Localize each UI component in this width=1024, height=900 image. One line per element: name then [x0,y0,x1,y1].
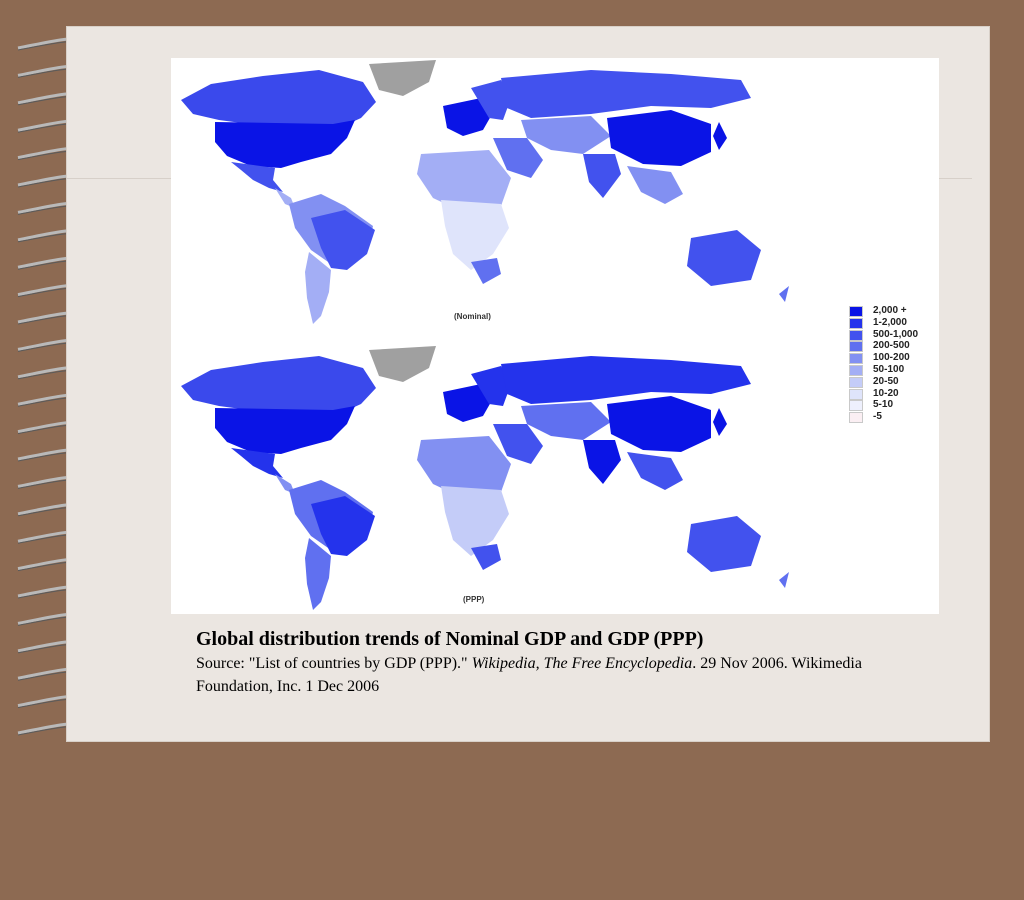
map-panel: (Nominal) (PPP) 2,000 +1-2,000 500-1,000 2… [171,58,939,614]
new-zealand [779,286,789,302]
south-america-south [305,538,331,610]
russia [501,70,751,118]
africa-central [441,200,509,270]
central-asia [521,116,611,154]
legend-swatch [849,353,863,365]
greenland [369,60,436,96]
new-zealand [779,572,789,588]
middle-east [493,424,543,464]
central-america [275,188,295,208]
legend-swatch [849,388,863,400]
south-africa [471,544,501,570]
europe-west [443,98,491,136]
canada [181,356,376,414]
usa [215,120,355,168]
south-africa [471,258,501,284]
se-asia [627,166,683,204]
legend-label: 10-20 [873,387,899,399]
source-suffix: . 29 Nov 2006. Wikimedia Foundation, Inc… [196,655,862,695]
russia [501,356,751,404]
legend-swatch [849,412,863,424]
legend-swatch [849,341,863,353]
africa-north [417,436,511,500]
south-america-south [305,252,331,324]
japan [713,408,727,436]
legend-label: 2,000 + [873,305,907,316]
europe-east [471,366,511,406]
legend-swatch [849,400,863,412]
legend-label: 5-10 [873,399,894,411]
legend-label: 500-1,000 [873,328,919,340]
central-asia [521,402,611,440]
brazil [311,496,375,556]
brazil [311,210,375,270]
legend-label: 100-200 [873,352,910,364]
se-asia [627,452,683,490]
legend-swatch [849,365,863,376]
world-map-nominal [181,60,789,324]
legend-swatch [849,329,863,341]
legend-label: 50-100 [873,364,905,375]
world-map-ppp [181,346,789,610]
africa-central [441,486,509,556]
europe-east [471,80,511,120]
greenland [369,346,436,382]
legend-label: 1-2,000 [873,316,907,328]
india [583,154,621,198]
central-america [275,474,295,494]
mexico [231,448,283,478]
legend-label: 200-500 [873,340,910,352]
china [607,110,711,166]
china [607,396,711,452]
middle-east [493,138,543,178]
caption: Global distribution trends of Nominal GD… [196,626,916,698]
source-italic: Wikipedia, The Free Encyclopedia [471,655,693,672]
india [583,440,621,484]
caption-source: Source: "List of countries by GDP (PPP).… [196,652,916,698]
europe-west [443,384,491,422]
africa-north [417,150,511,214]
legend-label: 20-50 [873,375,899,387]
australia [687,230,761,286]
source-prefix: Source: "List of countries by GDP (PPP).… [196,655,472,672]
japan [713,122,727,150]
legend-swatch [849,317,863,329]
canada [181,70,376,128]
legend-swatch [849,376,863,388]
usa [215,406,355,454]
australia [687,516,761,572]
slide-page: (Nominal) (PPP) 2,000 +1-2,000 500-1,000 2… [66,26,990,742]
map-label-ppp: (PPP) [463,595,485,604]
map-label-nominal: (Nominal) [454,312,491,321]
caption-title: Global distribution trends of Nominal GD… [196,628,704,650]
legend-swatch [849,306,863,317]
legend-label: -5 [873,411,882,423]
mexico [231,162,283,192]
